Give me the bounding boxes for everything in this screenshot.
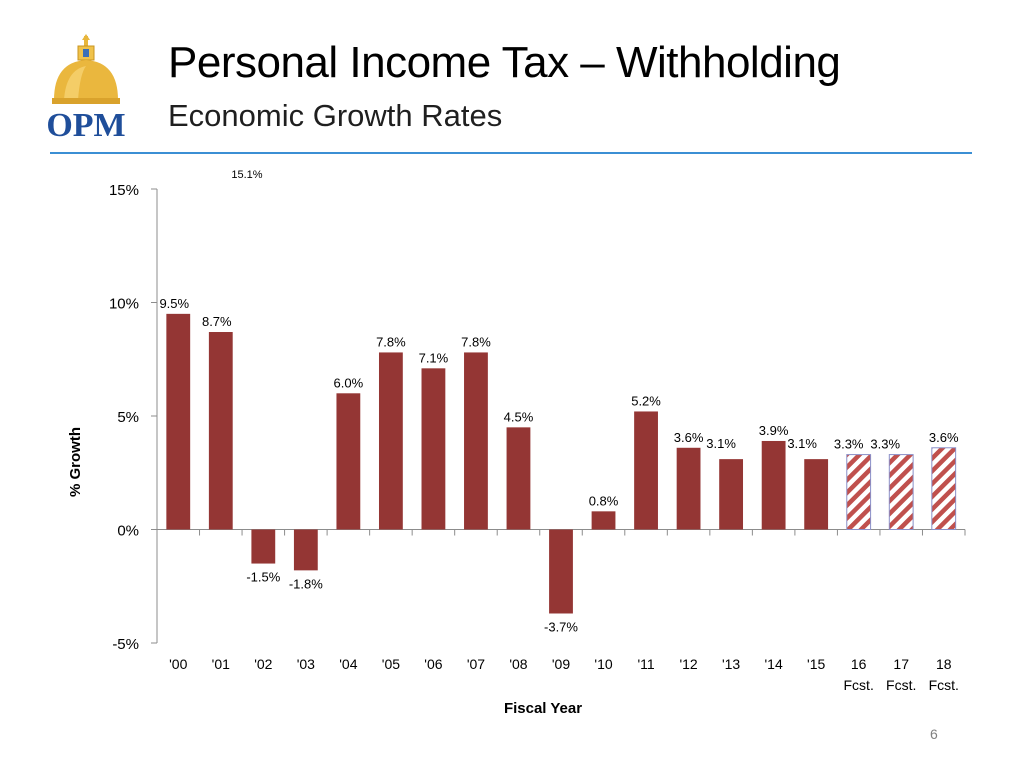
data-label: 3.1% [706,436,736,451]
y-tick-label: -5% [112,636,139,653]
x-tick-label: '12 [679,656,697,672]
annotation-label: 15.1% [231,169,262,181]
data-label: -1.5% [246,570,280,585]
y-axis-title: % Growth [67,427,84,497]
y-tick-label: 15% [109,182,139,199]
data-label: 9.5% [159,296,189,311]
x-tick-label: '06 [424,656,442,672]
bar [591,511,616,530]
data-label: 7.8% [376,334,406,349]
y-tick-label: 5% [117,409,139,426]
slide-title: Personal Income Tax – Withholding [168,38,841,87]
slide-subtitle: Economic Growth Rates [168,98,503,133]
data-label: 3.1% [787,436,817,451]
data-label: 0.8% [589,493,619,508]
x-tick-label: '04 [339,656,357,672]
forecast-bar [931,447,957,530]
data-label: 7.8% [461,334,491,349]
forecast-bar [846,454,872,530]
logo-text: OPM [46,107,125,142]
data-label: 6.0% [334,375,364,390]
x-tick-label: 17 Fcst. [886,656,916,693]
data-label: 8.7% [202,314,232,329]
data-label: -1.8% [289,576,323,591]
x-axis-title: Fiscal Year [504,700,582,717]
bar [464,352,488,530]
x-tick-label: '13 [722,656,740,672]
bar [506,427,531,530]
x-tick-label: '01 [212,656,230,672]
x-tick-label: 16 Fcst. [844,656,874,693]
bar [378,352,403,530]
opm-logo: OPM [40,34,132,144]
x-tick-label: 18 Fcst. [929,656,959,693]
bar [676,447,701,530]
x-tick-label: '15 [807,656,825,672]
x-tick-label: '14 [765,656,783,672]
title-divider [50,152,972,154]
y-tick-label: 10% [109,296,139,313]
data-label: 4.5% [504,409,534,424]
bar [336,393,361,530]
bar [719,459,744,530]
data-label: 5.2% [631,393,661,408]
bar [634,411,658,530]
bar [251,529,276,564]
page-number: 6 [930,726,938,742]
bar [549,529,573,614]
y-tick-label: 0% [117,523,139,540]
x-tick-label: '11 [637,656,654,672]
bar [293,529,318,571]
bar [761,440,786,530]
bar [208,332,233,530]
data-label: -3.7% [544,619,578,634]
forecast-bar [888,454,914,530]
bar [421,368,446,530]
x-tick-label: '08 [509,656,527,672]
x-tick-label: '00 [169,656,187,672]
x-tick-label: '09 [552,656,570,672]
data-label: 3.3% [870,437,900,452]
data-label: 3.9% [759,423,789,438]
data-label: 7.1% [419,350,449,365]
data-label: 3.6% [674,430,704,445]
x-tick-label: '07 [467,656,485,672]
x-tick-label: '10 [594,656,612,672]
x-tick-label: '05 [382,656,400,672]
bar [166,313,191,530]
data-label: 3.6% [929,430,959,445]
data-label: 3.3% [834,437,864,452]
x-tick-label: '03 [297,656,315,672]
bar [804,459,829,530]
x-tick-label: '02 [254,656,272,672]
